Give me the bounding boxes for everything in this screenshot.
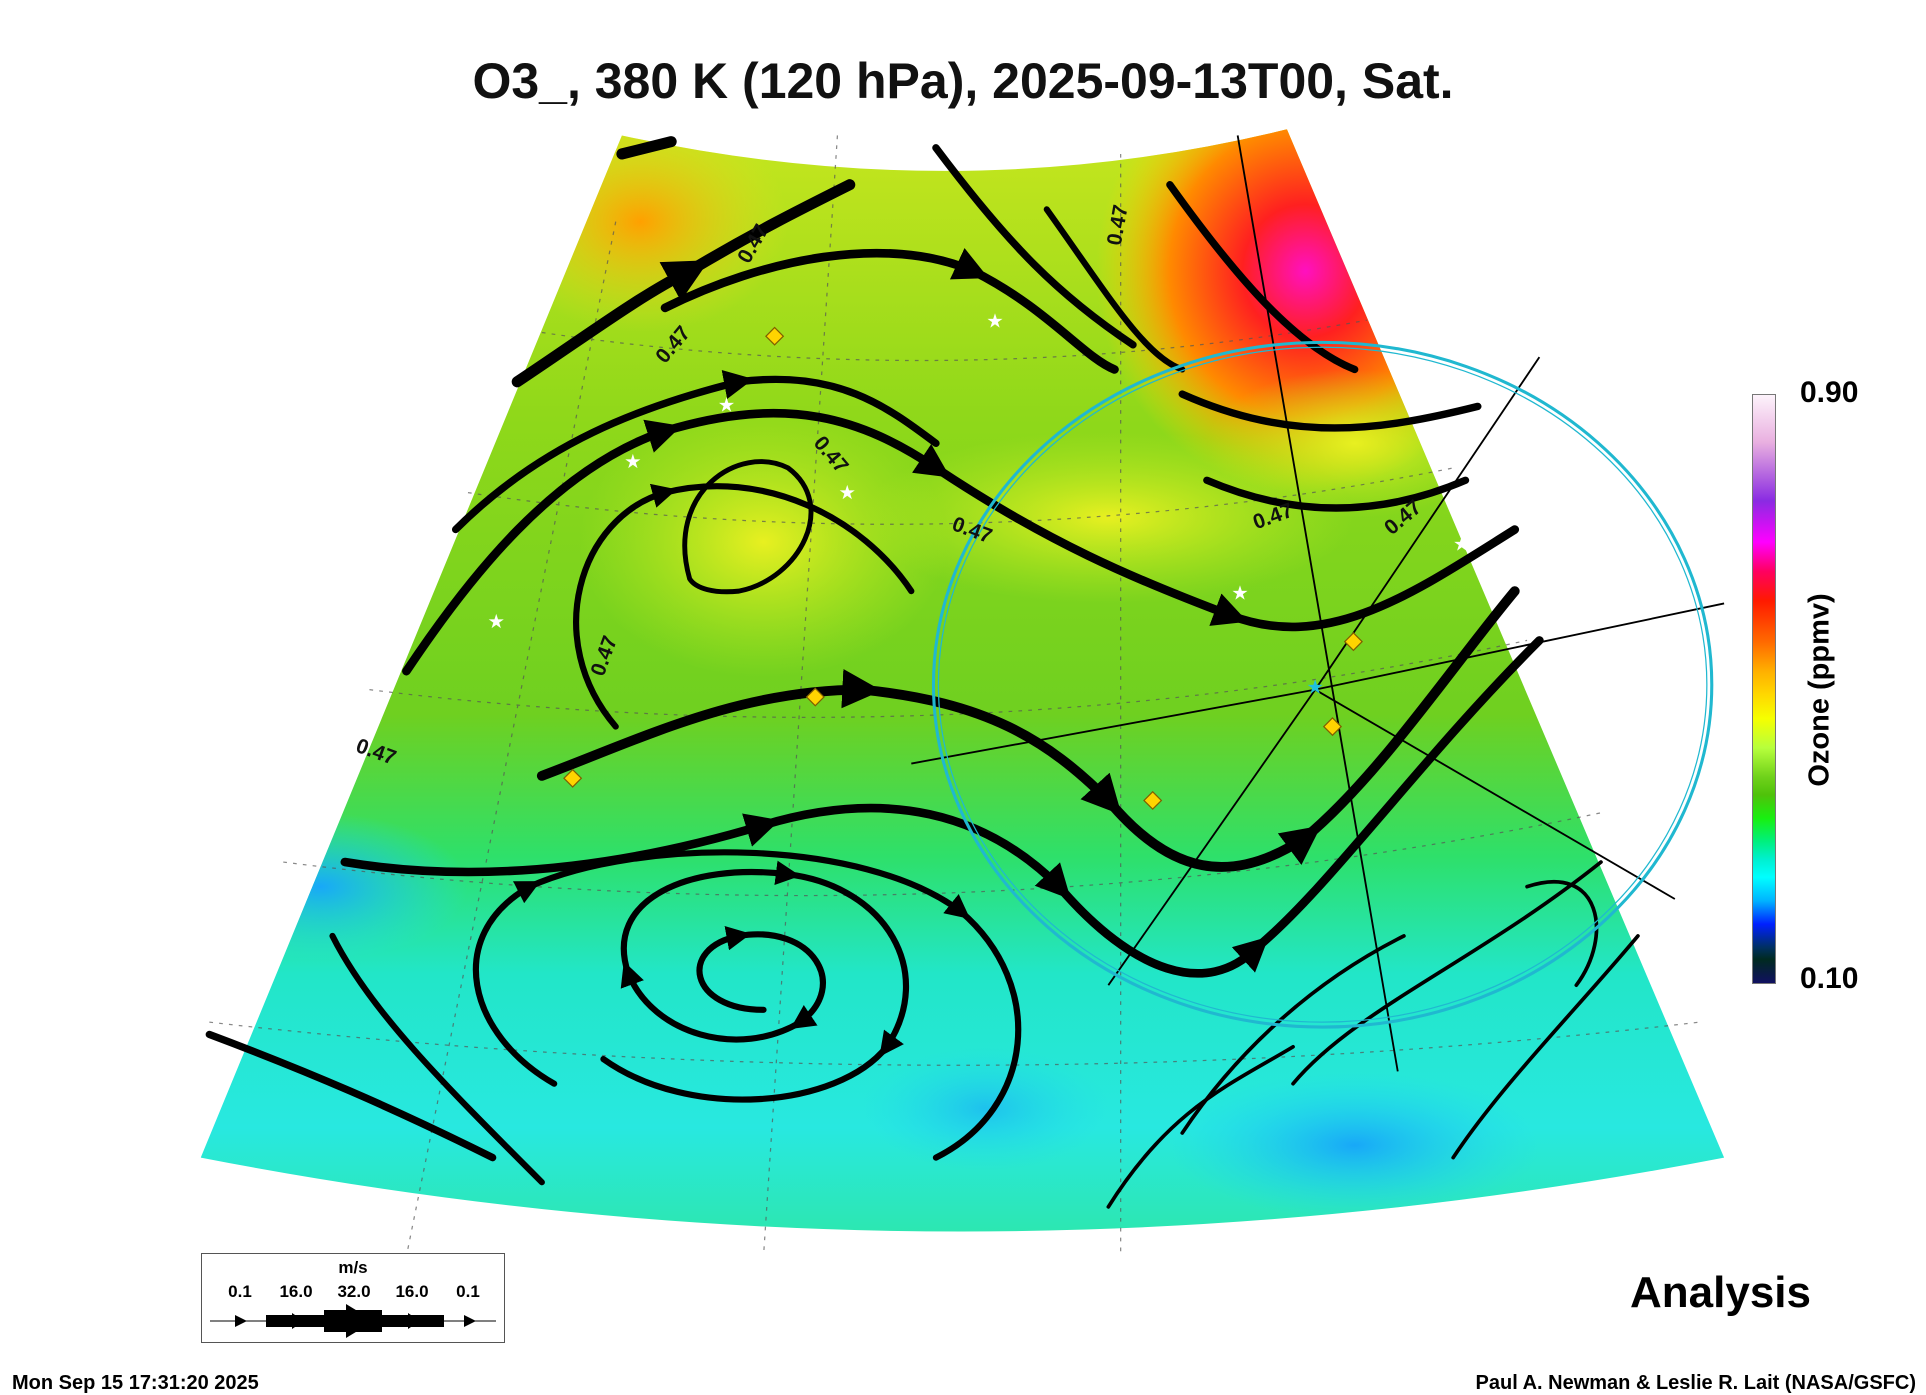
map-title: O3_, 380 K (120 hPa), 2025-09-13T00, Sat… bbox=[472, 53, 1454, 109]
colorbar-label: Ozone (ppmv) bbox=[1803, 593, 1836, 787]
timestamp: Mon Sep 15 17:31:20 2025 bbox=[12, 1372, 259, 1394]
colorbar-min: 0.10 bbox=[1800, 962, 1859, 995]
wind-value: 32.0 bbox=[337, 1282, 371, 1301]
svg-text:★: ★ bbox=[718, 394, 736, 416]
svg-text:★: ★ bbox=[624, 451, 642, 473]
star-markers: ★ ★ ★ ★ ★ ★ ★ ★ bbox=[487, 311, 1470, 699]
svg-text:★: ★ bbox=[1306, 676, 1324, 698]
diamond-marker bbox=[563, 768, 583, 788]
analysis-label: Analysis bbox=[1630, 1268, 1811, 1317]
wind-value: 16.0 bbox=[395, 1282, 429, 1301]
station-markers bbox=[563, 326, 1363, 811]
ozone-colorbar bbox=[1752, 394, 1776, 984]
svg-text:★: ★ bbox=[838, 482, 856, 504]
streamlines bbox=[205, 136, 1640, 1209]
wind-value: 0.1 bbox=[456, 1282, 480, 1301]
wind-arrow-scale bbox=[210, 1304, 496, 1338]
colorbar-max: 0.90 bbox=[1800, 376, 1859, 409]
wind-unit: m/s bbox=[338, 1258, 368, 1277]
diamond-marker bbox=[805, 687, 825, 707]
svg-text:★: ★ bbox=[1231, 583, 1249, 605]
svg-text:★: ★ bbox=[986, 311, 1004, 333]
credit: Paul A. Newman & Leslie R. Lait (NASA/GS… bbox=[1475, 1372, 1916, 1394]
diamond-marker bbox=[765, 326, 785, 346]
wind-value: 0.1 bbox=[228, 1282, 252, 1301]
diamond-marker bbox=[1143, 790, 1163, 811]
range-ring bbox=[931, 340, 1714, 1029]
diamond-marker bbox=[1343, 632, 1363, 652]
cross-section-lines bbox=[911, 135, 1725, 1072]
diamond-marker bbox=[1322, 717, 1343, 737]
svg-text:★: ★ bbox=[1453, 533, 1471, 555]
wind-speed-legend: m/s 0.1 16.0 32.0 16.0 0.1 bbox=[201, 1253, 505, 1343]
svg-text:★: ★ bbox=[487, 611, 505, 633]
wind-value: 16.0 bbox=[279, 1282, 313, 1301]
